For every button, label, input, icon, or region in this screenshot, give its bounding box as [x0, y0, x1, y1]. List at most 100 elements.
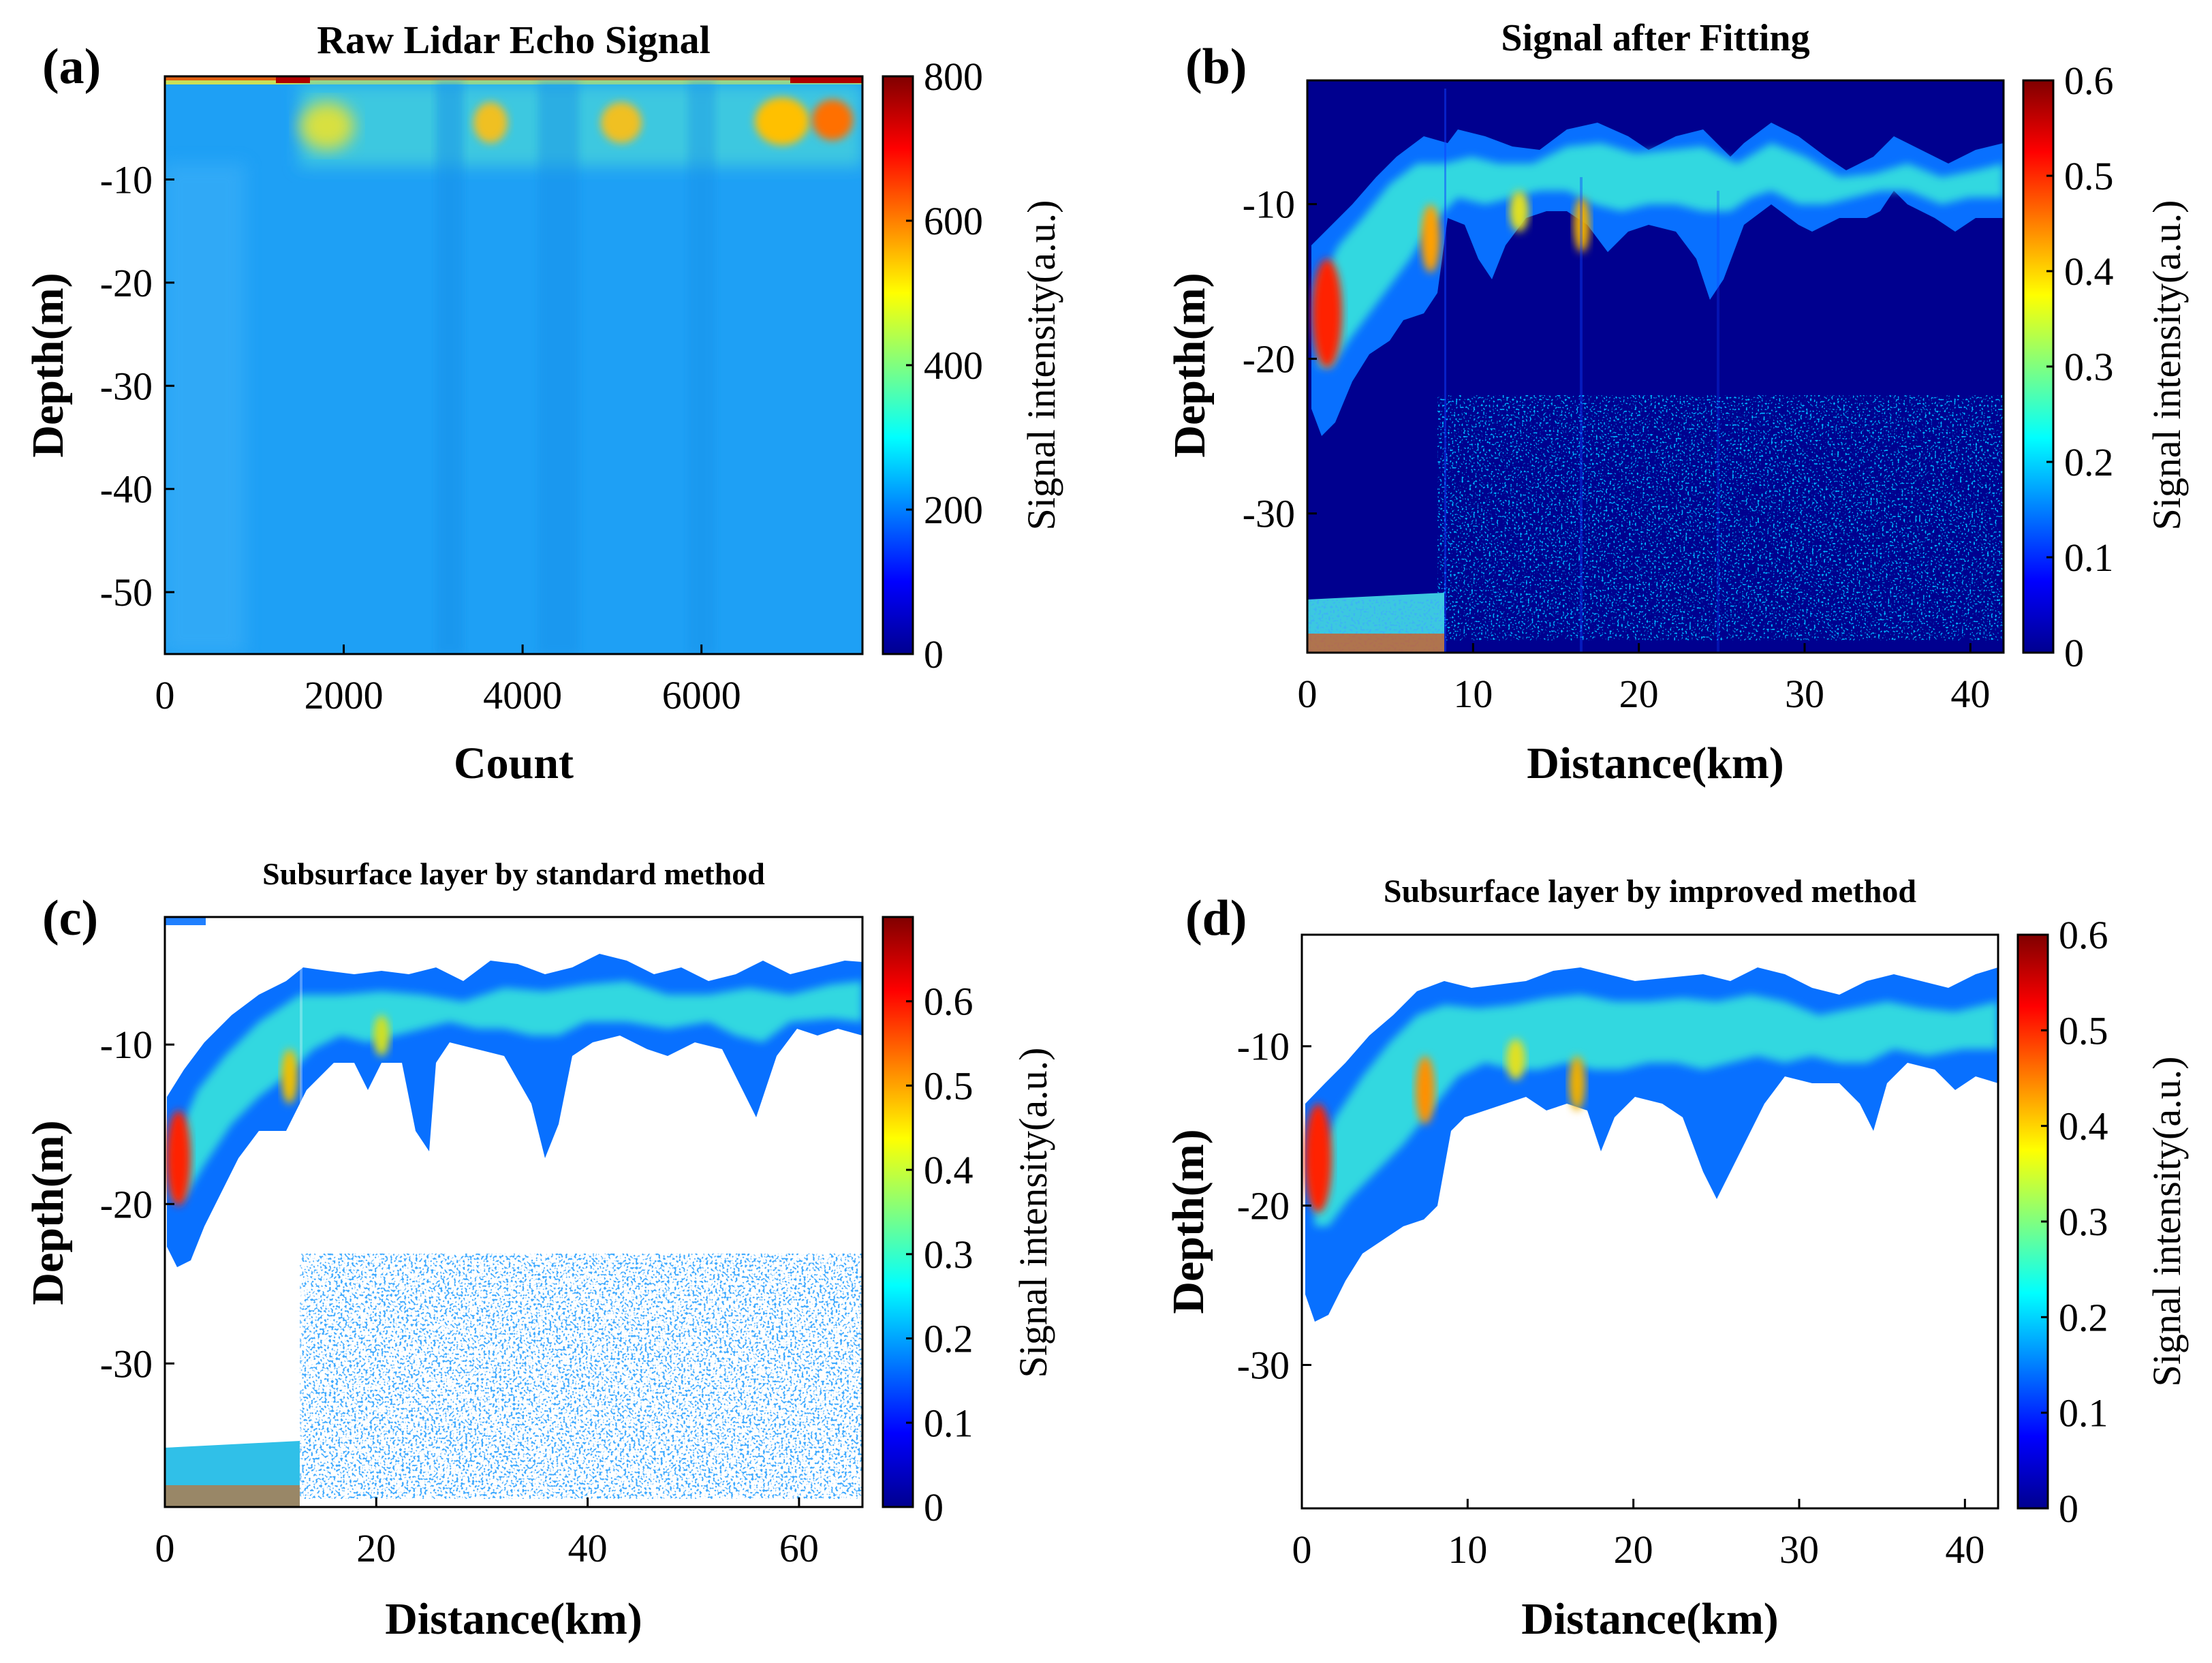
y-tick-label-a: -10: [100, 157, 153, 202]
heatmap-a: [165, 76, 862, 654]
colorbar-tick-label-b: 0.3: [2064, 345, 2114, 389]
y-tick-label-b: -30: [1243, 492, 1295, 536]
x-tick-label-c: 0: [155, 1526, 175, 1570]
x-tick-label-a: 2000: [305, 673, 384, 717]
panel-letter-b: (b): [1185, 39, 1247, 95]
x-tick-label-d: 30: [1779, 1527, 1819, 1572]
panel-letter-c: (c): [42, 890, 98, 946]
x-tick-label-a: 6000: [662, 673, 741, 717]
heatmap-b: [1307, 80, 2004, 653]
panel-title-a: Raw Lidar Echo Signal: [317, 18, 710, 62]
plot-frame-a: [163, 75, 864, 655]
x-tick-label-a: 0: [155, 673, 175, 717]
colorbar-tick-label-c: 0.2: [924, 1317, 973, 1361]
heatmap-c: [165, 917, 862, 1507]
colorbar-tick-label-c: 0.3: [924, 1232, 973, 1277]
x-tick-label-b: 30: [1785, 672, 1824, 716]
y-axis-label-d: Depth(m): [1164, 1129, 1213, 1314]
colorbar-tick-label-a: 200: [924, 488, 983, 532]
y-tick-label-c: -20: [100, 1182, 153, 1226]
panel-title-c: Subsurface layer by standard method: [262, 856, 765, 891]
y-tick-label-c: -30: [100, 1341, 153, 1386]
y-tick-label-d: -30: [1237, 1343, 1290, 1388]
colorbar-tick-label-d: 0.4: [2059, 1104, 2108, 1149]
colorbar-tick-label-d: 0.5: [2059, 1008, 2108, 1053]
colorbar-ticks-a: 0 200 400 600 800: [906, 55, 983, 677]
colorbar-tick-label-d: 0.1: [2059, 1391, 2108, 1435]
x-tick-label-b: 10: [1453, 672, 1493, 716]
colorbar-a: 0 200 400 600 800 Signal intensity(a.u.): [882, 55, 1063, 677]
colorbar-d: 0 0.1 0.2 0.3 0.4 0.5 0.6 Signal intensity(a.u…: [2016, 913, 2189, 1531]
colorbar-tick-label-c: 0.5: [924, 1063, 973, 1108]
colorbar-label-a: Signal intensity(a.u.): [1019, 200, 1063, 531]
heatmap-d: [1302, 935, 1998, 1508]
x-axis-label-b: Distance(km): [1527, 739, 1784, 788]
y-tick-label-b: -20: [1243, 337, 1295, 382]
y-tick-label-d: -20: [1237, 1184, 1290, 1228]
colorbar-label-b: Signal intensity(a.u.): [2145, 200, 2189, 531]
colorbar-tick-label-a: 400: [924, 343, 983, 388]
colorbar-tick-label-a: 600: [924, 199, 983, 243]
colorbar-c: 0 0.1 0.2 0.3 0.4 0.5 0.6 Signal intensity(a.u…: [882, 916, 1055, 1529]
colorbar-label-c: Signal intensity(a.u.): [1011, 1048, 1055, 1378]
y-tick-label-a: -30: [100, 364, 153, 408]
x-tick-label-a: 4000: [483, 673, 562, 717]
colorbar-tick-label-d: 0.3: [2059, 1200, 2108, 1244]
x-axis-label-c: Distance(km): [385, 1594, 642, 1644]
panel-d: (d) Subsurface layer by improved method …: [1164, 873, 2189, 1644]
axes-d: 0 10 20 30 40 -10 -20 -30: [1237, 1025, 1985, 1572]
panel-c: (c) Subsurface layer by standard method …: [23, 856, 1055, 1644]
panel-b: (b) Signal after Fitting 0 10 20 30 40 -10 -20…: [1165, 17, 2189, 788]
plot-frame-d: [1300, 933, 1999, 1510]
y-tick-label-a: -50: [100, 570, 153, 615]
x-tick-label-b: 40: [1950, 672, 1990, 716]
panel-title-d: Subsurface layer by improved method: [1384, 873, 1917, 910]
x-axis-label-a: Count: [454, 739, 574, 788]
panel-a: (a) Raw Lidar Echo Signal 0 2000 4000 6000-…: [23, 18, 1063, 788]
colorbar-tick-label-b: 0: [2064, 631, 2084, 675]
colorbar-tick-label-b: 0.6: [2064, 59, 2114, 103]
colorbar-tick-label-d: 0: [2059, 1487, 2078, 1531]
plot-frame-c: [163, 916, 864, 1508]
colorbar-tick-label-d: 0.2: [2059, 1295, 2108, 1339]
y-tick-label-b: -10: [1243, 183, 1295, 227]
x-tick-label-c: 20: [356, 1526, 396, 1570]
y-tick-label-d: -10: [1237, 1025, 1290, 1069]
colorbar-b: 0 0.1 0.2 0.3 0.4 0.5 0.6 Signal intensity(a.u…: [2022, 59, 2189, 675]
colorbar-tick-label-c: 0.1: [924, 1401, 973, 1445]
colorbar-tick-label-c: 0: [924, 1485, 944, 1529]
y-axis-label-c: Depth(m): [23, 1120, 73, 1305]
y-axis-label-b: Depth(m): [1165, 273, 1215, 457]
x-tick-label-c: 60: [779, 1526, 819, 1570]
colorbar-ticks-c: 0 0.1 0.2 0.3 0.4 0.5 0.6: [906, 980, 973, 1529]
x-tick-label-b: 0: [1298, 672, 1318, 716]
colorbar-tick-label-b: 0.5: [2064, 154, 2114, 198]
colorbar-tick-label-b: 0.1: [2064, 535, 2114, 580]
panel-letter-a: (a): [42, 39, 101, 95]
plot-frame-b: [1306, 79, 2005, 654]
y-tick-label-c: -10: [100, 1023, 153, 1067]
colorbar-label-d: Signal intensity(a.u.): [2145, 1057, 2189, 1387]
x-tick-label-b: 20: [1619, 672, 1659, 716]
y-tick-label-a: -40: [100, 467, 153, 512]
colorbar-tick-label-c: 0.6: [924, 980, 973, 1024]
x-axis-label-d: Distance(km): [1521, 1594, 1779, 1644]
axes-c: 0 20 40 60 -10 -20 -30: [100, 1023, 819, 1570]
colorbar-tick-label-a: 800: [924, 55, 983, 99]
axes-a: 0 2000 4000 6000 -10 -20 -30 -40 -50: [100, 157, 741, 717]
colorbar-ticks-b: 0 0.1 0.2 0.3 0.4 0.5 0.6: [2046, 59, 2114, 675]
y-tick-label-a: -20: [100, 261, 153, 305]
colorbar-tick-label-b: 0.4: [2064, 249, 2114, 294]
axes-b: 0 10 20 30 40 -10 -20 -30: [1243, 183, 1991, 716]
colorbar-tick-label-c: 0.4: [924, 1148, 973, 1192]
panel-letter-d: (d): [1185, 890, 1247, 946]
x-tick-label-c: 40: [568, 1526, 608, 1570]
colorbar-ticks-d: 0 0.1 0.2 0.3 0.4 0.5 0.6: [2041, 913, 2108, 1531]
y-axis-label-a: Depth(m): [23, 273, 73, 457]
colorbar-tick-label-b: 0.2: [2064, 440, 2114, 484]
x-tick-label-d: 20: [1614, 1527, 1653, 1572]
colorbar-tick-label-a: 0: [924, 632, 944, 677]
colorbar-tick-label-d: 0.6: [2059, 913, 2108, 957]
x-tick-label-d: 40: [1945, 1527, 1984, 1572]
